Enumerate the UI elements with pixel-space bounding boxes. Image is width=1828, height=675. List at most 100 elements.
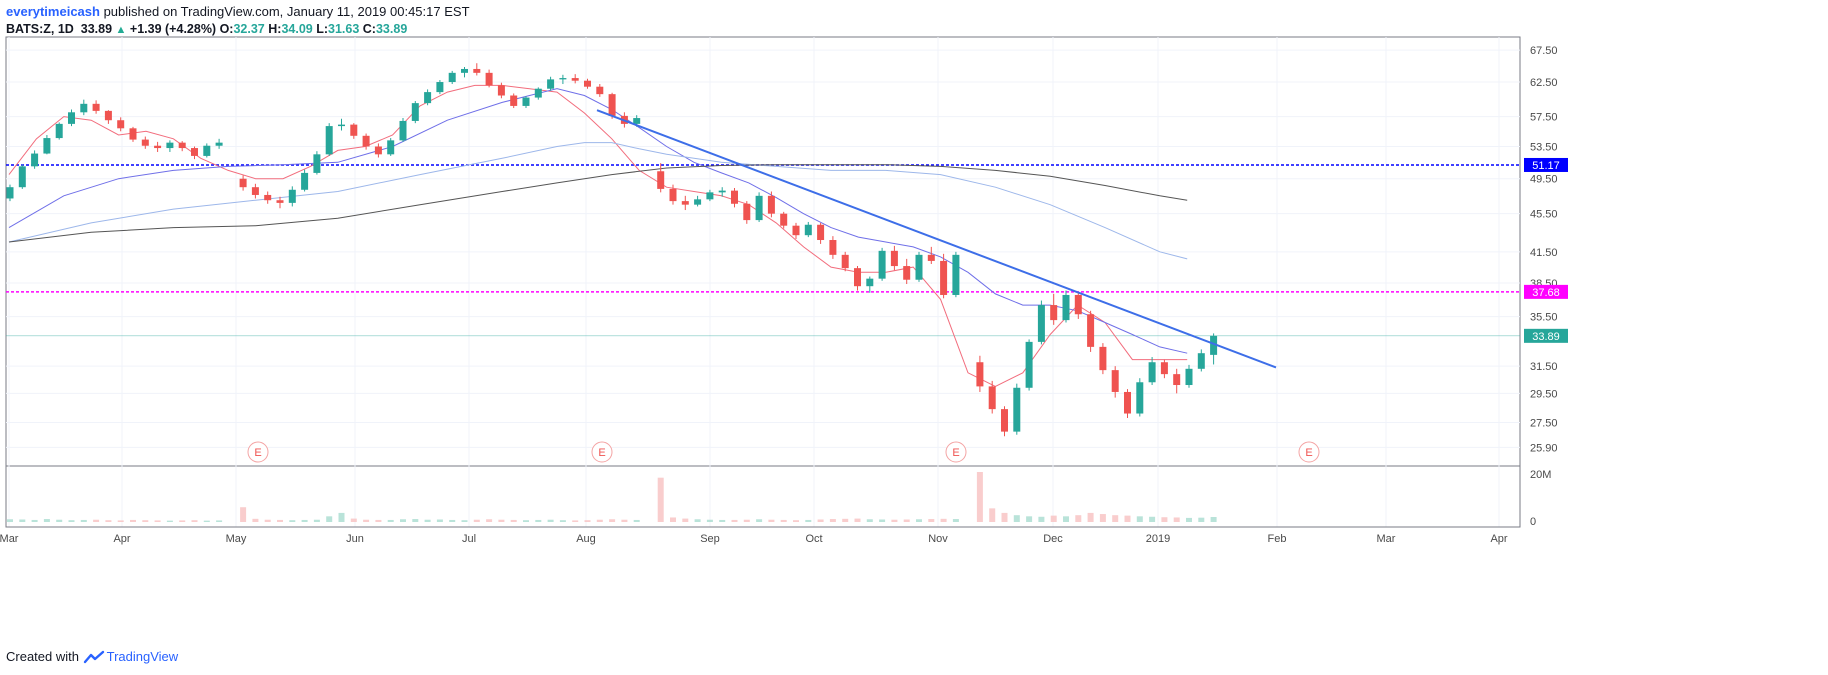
volume-bar bbox=[756, 519, 763, 522]
candle-body bbox=[104, 110, 112, 121]
candle bbox=[584, 78, 591, 89]
volume-bar bbox=[400, 519, 406, 522]
x-tick-label: Jun bbox=[346, 533, 364, 545]
tradingview-logo-icon bbox=[83, 650, 104, 664]
candle bbox=[1025, 339, 1033, 391]
candle-body bbox=[1173, 374, 1181, 386]
candle-body bbox=[890, 250, 898, 267]
candle bbox=[92, 100, 100, 114]
up-arrow-icon: ▲ bbox=[115, 24, 127, 36]
volume-bar bbox=[498, 519, 505, 522]
candle bbox=[338, 118, 345, 131]
candle bbox=[596, 84, 604, 97]
moving-average-line bbox=[8, 84, 1188, 387]
candle bbox=[1050, 293, 1058, 325]
earnings-marker-label: E bbox=[952, 447, 959, 459]
candle-body bbox=[92, 103, 100, 111]
moving-average-line bbox=[8, 164, 1188, 243]
candle bbox=[817, 222, 825, 244]
candle-body bbox=[203, 145, 211, 156]
candle-body bbox=[547, 79, 555, 89]
volume-bar bbox=[866, 519, 873, 522]
volume-bar bbox=[363, 519, 370, 522]
candle-body bbox=[276, 200, 284, 203]
candle bbox=[534, 87, 542, 100]
candle bbox=[411, 101, 419, 124]
candle bbox=[497, 82, 505, 99]
candle-body bbox=[338, 124, 345, 127]
candle bbox=[718, 187, 726, 197]
y-tick-label: 67.50 bbox=[1530, 45, 1558, 57]
candle-body bbox=[940, 260, 948, 295]
candle-body bbox=[436, 82, 444, 93]
candle-body bbox=[633, 118, 641, 124]
candle bbox=[731, 188, 738, 208]
candle-body bbox=[559, 78, 567, 80]
candle-body bbox=[1013, 387, 1021, 432]
candle-body bbox=[534, 88, 542, 98]
tradingview-link[interactable]: TradingView bbox=[106, 649, 179, 664]
candle-body bbox=[694, 199, 702, 205]
volume-bar bbox=[596, 519, 603, 522]
candle bbox=[313, 151, 321, 175]
candle bbox=[915, 251, 923, 282]
candle bbox=[203, 143, 211, 158]
candle bbox=[866, 276, 874, 293]
volume-bar bbox=[719, 519, 726, 522]
candle bbox=[215, 138, 223, 149]
candle bbox=[767, 191, 775, 218]
moving-average-line bbox=[8, 142, 1188, 260]
candle bbox=[657, 163, 665, 193]
x-tick-label: Mar bbox=[0, 533, 19, 545]
volume-bar bbox=[916, 519, 922, 522]
candle-body bbox=[792, 225, 800, 236]
candle-body bbox=[1099, 346, 1107, 371]
y-tick-label: 41.50 bbox=[1530, 247, 1558, 259]
volume-bar bbox=[768, 519, 775, 522]
volume-bar bbox=[989, 508, 996, 522]
volume-bar bbox=[166, 520, 173, 522]
volume-bar bbox=[7, 519, 13, 522]
x-tick-label: Mar bbox=[1377, 533, 1396, 545]
candle bbox=[1148, 357, 1156, 386]
author-link[interactable]: everytimeicash bbox=[6, 4, 100, 19]
candle bbox=[448, 70, 456, 85]
volume-bar bbox=[633, 519, 640, 522]
volume-bar bbox=[1001, 512, 1008, 522]
volume-bar bbox=[31, 519, 38, 522]
candle-body bbox=[988, 386, 996, 410]
price-tag-label: 37.68 bbox=[1532, 287, 1560, 299]
candle bbox=[890, 245, 898, 271]
candle bbox=[1062, 290, 1070, 323]
open-value: 32.37 bbox=[233, 22, 265, 36]
candle bbox=[1087, 310, 1095, 352]
y-tick-label: 57.50 bbox=[1530, 112, 1558, 124]
candle bbox=[325, 123, 333, 156]
volume-bar bbox=[375, 519, 382, 522]
volume-bar bbox=[854, 518, 861, 522]
volume-bar bbox=[621, 519, 628, 522]
candle-body bbox=[841, 254, 849, 269]
volume-bar bbox=[1075, 515, 1082, 522]
candle-body bbox=[68, 112, 75, 124]
x-tick-label: Aug bbox=[576, 533, 596, 545]
x-tick-label: Apr bbox=[113, 533, 130, 545]
volume-bar bbox=[240, 507, 247, 522]
volume-bar bbox=[743, 519, 750, 522]
volume-bar bbox=[1063, 516, 1069, 522]
volume-bar bbox=[179, 520, 186, 522]
volume-bar bbox=[609, 519, 616, 522]
volume-bar bbox=[829, 519, 836, 522]
candle bbox=[743, 201, 751, 224]
candle-body bbox=[669, 188, 677, 202]
candle-body bbox=[976, 362, 984, 387]
volume-bar bbox=[142, 520, 149, 522]
candle-body bbox=[43, 138, 51, 154]
candle-body bbox=[301, 172, 309, 190]
candle bbox=[927, 246, 935, 264]
candle-body bbox=[866, 278, 874, 287]
candle bbox=[1124, 389, 1131, 418]
volume-bar bbox=[1050, 515, 1057, 522]
candle-body bbox=[251, 187, 259, 195]
